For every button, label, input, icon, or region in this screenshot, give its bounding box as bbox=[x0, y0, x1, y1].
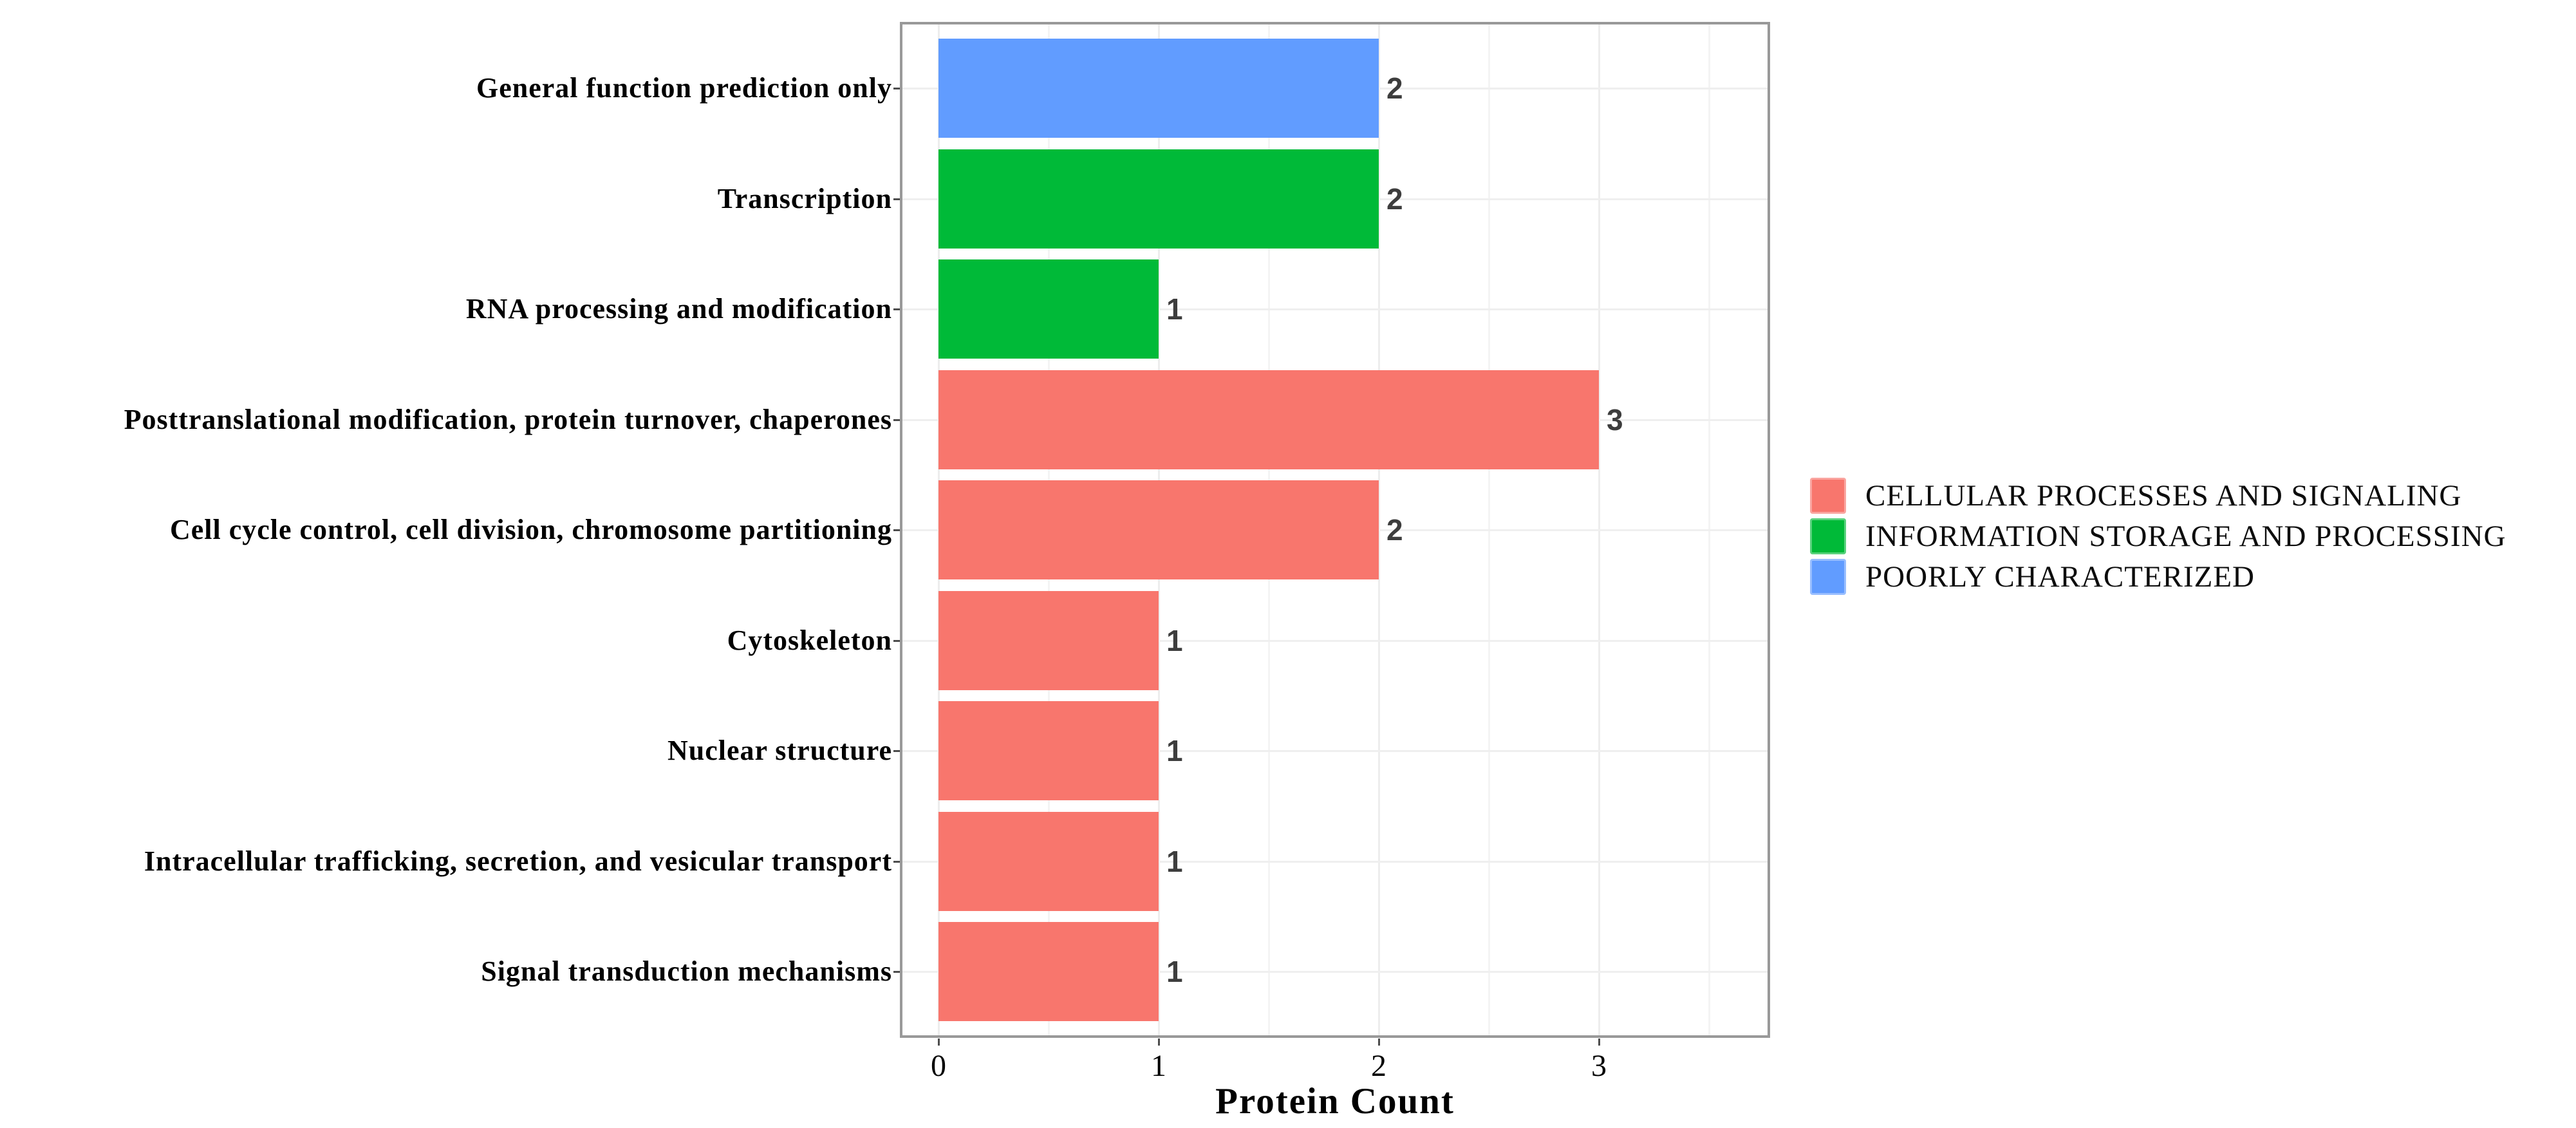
value-label: 1 bbox=[1166, 734, 1183, 767]
gridline-horizontal-major bbox=[902, 639, 1768, 642]
legend-label: INFORMATION STORAGE AND PROCESSING bbox=[1865, 519, 2506, 553]
value-label: 1 bbox=[1166, 623, 1183, 657]
legend-label: POORLY CHARACTERIZED bbox=[1865, 559, 2255, 594]
gridline-horizontal-major bbox=[902, 971, 1768, 973]
legend-color-swatch bbox=[1810, 478, 1846, 514]
gridline-horizontal-major bbox=[902, 860, 1768, 863]
legend-item: INFORMATION STORAGE AND PROCESSING bbox=[1810, 518, 2506, 554]
y-tick-mark bbox=[893, 198, 900, 200]
gridline-horizontal-major bbox=[902, 308, 1768, 310]
x-tick-label: 3 bbox=[1591, 1049, 1607, 1083]
x-tick-label: 1 bbox=[1151, 1049, 1166, 1083]
gridline-horizontal-major bbox=[902, 750, 1768, 752]
category-label: Intracellular trafficking, secretion, an… bbox=[144, 845, 892, 877]
y-tick-mark bbox=[893, 860, 900, 863]
category-label: Transcription bbox=[717, 182, 892, 214]
y-tick-mark bbox=[893, 639, 900, 642]
value-label: 2 bbox=[1386, 513, 1403, 547]
value-label: 2 bbox=[1386, 71, 1403, 105]
legend: CELLULAR PROCESSES AND SIGNALING INFORMAT… bbox=[1810, 478, 2506, 595]
y-tick-mark bbox=[893, 529, 900, 531]
y-tick-mark bbox=[893, 418, 900, 421]
category-label: General function prediction only bbox=[476, 71, 892, 104]
y-tick-mark bbox=[893, 971, 900, 973]
plot-panel: 2 2 1 3 2 1 1 1 1 bbox=[900, 22, 1770, 1038]
category-label: Signal transduction mechanisms bbox=[481, 955, 892, 987]
x-tick-label: 0 bbox=[931, 1049, 946, 1083]
bar bbox=[938, 39, 1379, 138]
category-label: Cell cycle control, cell division, chrom… bbox=[169, 513, 892, 545]
bar bbox=[938, 480, 1379, 579]
category-label: Nuclear structure bbox=[667, 734, 892, 766]
x-axis-title: Protein Count bbox=[1215, 1081, 1455, 1122]
value-label: 2 bbox=[1386, 182, 1403, 216]
category-label: Cytoskeleton bbox=[727, 624, 892, 656]
legend-label: CELLULAR PROCESSES AND SIGNALING bbox=[1865, 478, 2462, 512]
bar bbox=[938, 590, 1159, 690]
x-tick-mark bbox=[1378, 1039, 1380, 1046]
bar bbox=[938, 370, 1599, 469]
legend-color-swatch bbox=[1810, 559, 1846, 595]
value-label: 1 bbox=[1166, 955, 1183, 988]
legend-color-swatch bbox=[1810, 518, 1846, 554]
bar bbox=[938, 811, 1159, 911]
x-tick-mark bbox=[1598, 1039, 1600, 1046]
value-label: 3 bbox=[1607, 402, 1623, 437]
value-label: 1 bbox=[1166, 292, 1183, 326]
x-tick-label: 2 bbox=[1371, 1049, 1386, 1083]
legend-item: CELLULAR PROCESSES AND SIGNALING bbox=[1810, 478, 2506, 514]
bar bbox=[938, 701, 1159, 800]
bar bbox=[938, 149, 1379, 249]
x-tick-mark bbox=[1158, 1039, 1160, 1046]
bar bbox=[938, 259, 1159, 359]
bar bbox=[938, 922, 1159, 1021]
category-label: Posttranslational modification, protein … bbox=[124, 403, 892, 435]
y-tick-mark bbox=[893, 308, 900, 310]
x-tick-mark bbox=[938, 1039, 940, 1046]
value-label: 1 bbox=[1166, 844, 1183, 878]
y-tick-mark bbox=[893, 88, 900, 89]
legend-item: POORLY CHARACTERIZED bbox=[1810, 559, 2506, 595]
y-tick-mark bbox=[893, 750, 900, 752]
category-label: RNA processing and modification bbox=[465, 292, 892, 324]
